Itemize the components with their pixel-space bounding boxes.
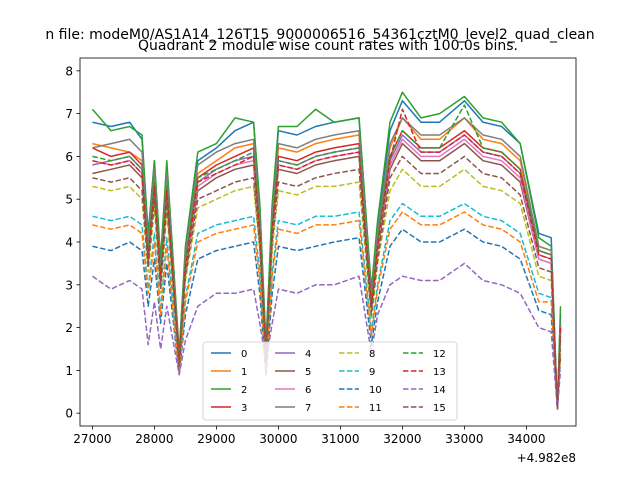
legend-label: 14 (433, 385, 446, 396)
legend-item-13: 13 (403, 367, 446, 378)
x-tick-label: 30000 (259, 432, 297, 446)
legend-label: 3 (241, 403, 247, 414)
x-tick-label: 32000 (383, 432, 421, 446)
y-axis: 0 1 2 3 4 5 6 7 8 (65, 64, 80, 421)
legend-label: 2 (241, 385, 247, 396)
x-axis: 27000 28000 29000 30000 31000 32000 33000 34000 (73, 426, 545, 446)
series-line-15 (92, 155, 562, 410)
series-line-13 (92, 108, 562, 410)
y-tick-label: 1 (65, 364, 73, 378)
y-tick-label: 4 (65, 236, 73, 250)
x-tick-label: 34000 (507, 432, 545, 446)
legend-item-14: 14 (403, 385, 446, 396)
x-tick-label: 27000 (73, 432, 111, 446)
y-tick-label: 7 (65, 107, 73, 121)
legend-label: 15 (433, 403, 446, 414)
legend-label: 8 (369, 349, 375, 360)
x-tick-label: 31000 (321, 432, 359, 446)
legend-label: 13 (433, 367, 446, 378)
legend-item-9: 9 (339, 367, 375, 378)
y-tick-label: 5 (65, 193, 73, 207)
legend-label: 1 (241, 367, 247, 378)
legend-label: 4 (305, 349, 311, 360)
y-tick-label: 3 (65, 278, 73, 292)
legend-item-8: 8 (339, 349, 375, 360)
legend-item-15: 15 (403, 403, 446, 414)
legend-label: 10 (369, 385, 382, 396)
series-line-14 (91, 262, 562, 410)
legend-item-2: 2 (211, 385, 247, 396)
legend-item-0: 0 (211, 349, 247, 360)
legend-item-12: 12 (403, 349, 446, 360)
y-tick-label: 2 (65, 321, 73, 335)
x-tick-label: 28000 (135, 432, 173, 446)
legend-item-10: 10 (339, 385, 382, 396)
x-offset-label: +4.982e8 (517, 451, 576, 465)
x-tick-label: 33000 (445, 432, 483, 446)
legend-item-5: 5 (275, 367, 311, 378)
figure-suptitle: n file: modeM0/AS1A14_126T15_9000006516_… (45, 27, 594, 43)
legend-label: 0 (241, 349, 247, 360)
legend-item-6: 6 (275, 385, 311, 396)
legend-label: 7 (305, 403, 311, 414)
series-line-11 (92, 211, 562, 410)
legend-item-4: 4 (275, 349, 311, 360)
series-line-9 (92, 202, 562, 410)
series-layer (91, 91, 562, 410)
legend-item-11: 11 (339, 403, 382, 414)
legend-box (202, 341, 458, 421)
y-tick-label: 6 (65, 150, 73, 164)
legend-label: 12 (433, 349, 446, 360)
legend-label: 5 (305, 367, 311, 378)
series-line-8 (92, 168, 562, 410)
series-line-10 (92, 228, 562, 410)
legend-item-3: 3 (211, 403, 247, 414)
x-tick-label: 29000 (197, 432, 235, 446)
legend-label: 6 (305, 385, 311, 396)
legend-item-1: 1 (211, 367, 247, 378)
legend-label: 9 (369, 367, 375, 378)
y-tick-label: 0 (65, 407, 73, 421)
legend-label: 11 (369, 403, 382, 414)
chart-title: Quadrant 2 module wise count rates with … (138, 38, 518, 54)
y-tick-label: 8 (65, 64, 73, 78)
legend-item-7: 7 (275, 403, 311, 414)
